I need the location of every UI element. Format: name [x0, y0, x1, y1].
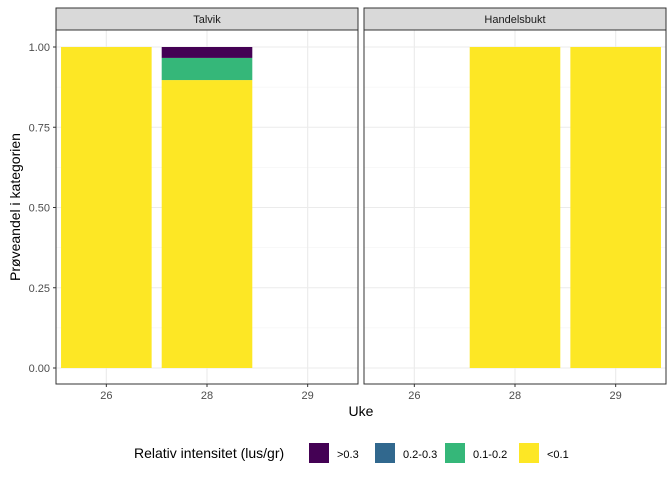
bar-handelsbukt-28--0-1 [469, 47, 561, 368]
legend-label: 0.1-0.2 [473, 449, 507, 461]
x-tick-label-handelsbukt: 26 [408, 390, 420, 402]
x-tick-label-talvik: 26 [100, 390, 112, 402]
x-tick-label-handelsbukt: 29 [610, 390, 622, 402]
facet-label-handelsbukt: Handelsbukt [484, 14, 545, 26]
legend-key--0-1 [519, 443, 539, 463]
bar-talvik-28--0-1 [161, 80, 253, 369]
legend-title: Relativ intensitet (lus/gr) [134, 445, 284, 461]
x-axis-title: Uke [349, 403, 374, 419]
y-tick-label: 0.00 [29, 363, 50, 375]
y-tick-label: 0.75 [29, 122, 50, 134]
legend-key-0-2-0-3 [375, 443, 395, 463]
legend-label: >0.3 [337, 449, 359, 461]
bar-talvik-26--0-1 [61, 47, 152, 368]
y-tick-label: 1.00 [29, 42, 50, 54]
x-tick-label-talvik: 28 [201, 390, 213, 402]
legend-key-0-1-0-2 [445, 443, 465, 463]
y-tick-label: 0.50 [29, 203, 50, 215]
legend-label: <0.1 [547, 449, 569, 461]
y-axis-title: Prøveandel i kategorien [7, 133, 23, 281]
facet-label-talvik: Talvik [193, 14, 221, 26]
legend-key--0-3 [309, 443, 329, 463]
y-tick-label: 0.25 [29, 283, 50, 295]
bar-talvik-28-0-1-0-2 [161, 57, 253, 81]
legend-label: 0.2-0.3 [403, 449, 437, 461]
x-tick-label-handelsbukt: 28 [509, 390, 521, 402]
bar-handelsbukt-29--0-1 [570, 47, 661, 368]
x-tick-label-talvik: 29 [302, 390, 314, 402]
bar-talvik-28--0-3 [161, 47, 253, 58]
